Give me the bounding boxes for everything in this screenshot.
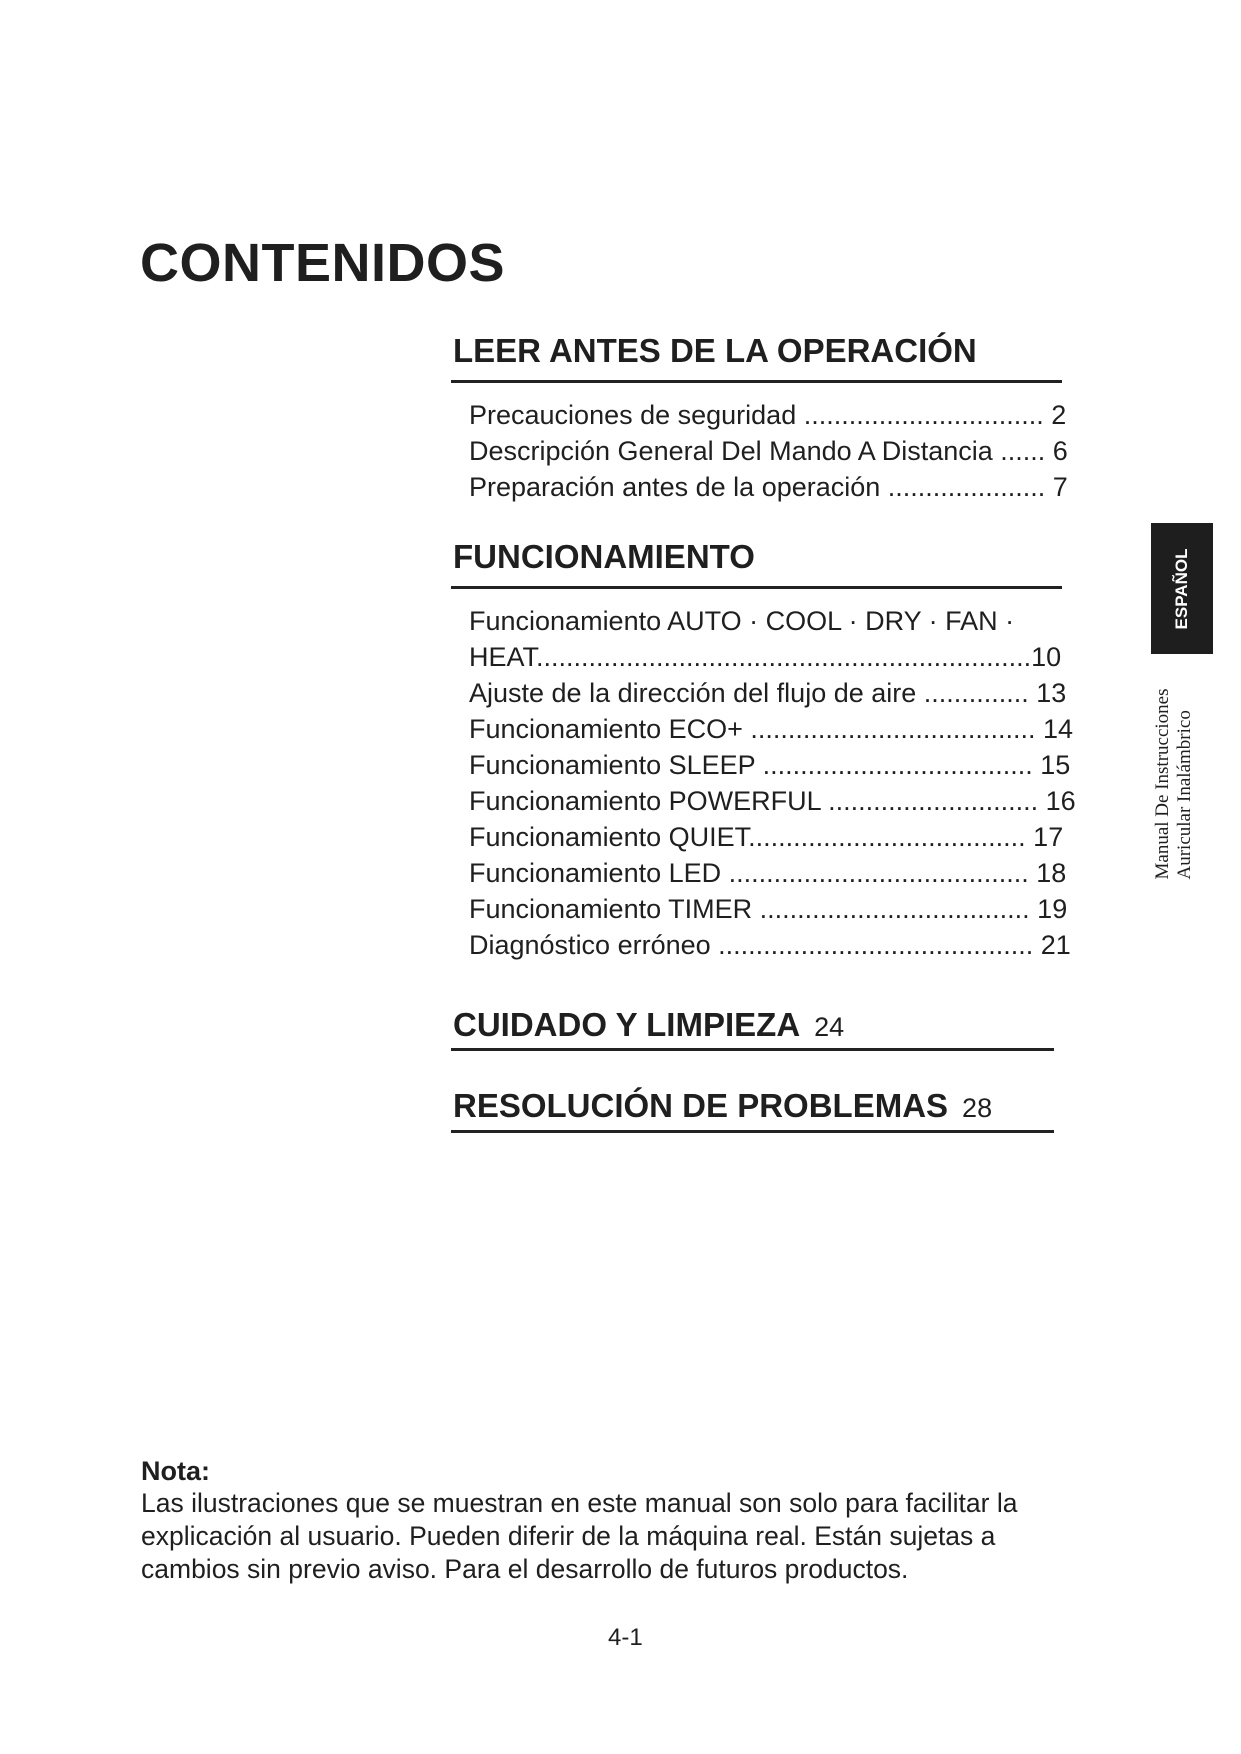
manual-title: Manual De Instrucciones xyxy=(1152,688,1173,880)
toc-entry[interactable]: Precauciones de seguridad ..............… xyxy=(469,400,1067,430)
section-rule xyxy=(451,380,1062,383)
section-page: 24 xyxy=(814,1012,845,1042)
language-label: ESPAÑOL xyxy=(1172,548,1191,629)
toc-entry[interactable]: Funcionamiento LED .....................… xyxy=(469,858,1067,888)
toc-entry[interactable]: Funcionamiento POWERFUL ................… xyxy=(469,786,1076,816)
product-name: Auricular Inalámbrico xyxy=(1174,710,1195,880)
toc-entry[interactable]: Preparación antes de la operación ......… xyxy=(469,472,1068,502)
toc-entry[interactable]: Funcionamiento TIMER ...................… xyxy=(469,894,1068,924)
toc-entry[interactable]: Funcionamiento AUTO · COOL · DRY · FAN · xyxy=(469,606,1015,636)
page-title: CONTENIDOS xyxy=(140,233,506,293)
toc-entry[interactable]: Diagnóstico erróneo ....................… xyxy=(469,930,1071,960)
note-heading: Nota: xyxy=(141,1456,210,1486)
section-rule xyxy=(451,1130,1054,1133)
section-heading-leer: LEER ANTES DE LA OPERACIÓN xyxy=(453,332,977,369)
toc-entry[interactable]: Funcionamiento SLEEP ...................… xyxy=(469,750,1071,780)
toc-entry[interactable]: Funcionamiento ECO+ ....................… xyxy=(469,714,1073,744)
toc-entry[interactable]: Descripción General Del Mando A Distanci… xyxy=(469,436,1068,466)
section-heading-funcionamiento: FUNCIONAMIENTO xyxy=(453,538,755,575)
section-title: RESOLUCIÓN DE PROBLEMAS xyxy=(453,1087,949,1124)
section-page: 28 xyxy=(962,1093,993,1123)
section-rule xyxy=(451,586,1062,589)
toc-entry[interactable]: Ajuste de la dirección del flujo de aire… xyxy=(469,678,1067,708)
language-tab: ESPAÑOL xyxy=(1151,523,1213,654)
note-line: cambios sin previo aviso. Para el desarr… xyxy=(141,1554,909,1584)
page-number: 4-1 xyxy=(608,1624,643,1651)
section-heading-resolucion[interactable]: RESOLUCIÓN DE PROBLEMAS 28 xyxy=(453,1087,992,1125)
note-line: explicación al usuario. Pueden diferir d… xyxy=(141,1521,996,1551)
note-line: Las ilustraciones que se muestran en est… xyxy=(141,1488,1018,1518)
side-caption: Manual De Instrucciones Auricular Inalámb… xyxy=(1150,688,1198,880)
section-heading-cuidado[interactable]: CUIDADO Y LIMPIEZA 24 xyxy=(453,1006,844,1044)
toc-entry[interactable]: HEAT....................................… xyxy=(469,642,1062,672)
section-title: CUIDADO Y LIMPIEZA xyxy=(453,1006,801,1043)
toc-entry[interactable]: Funcionamiento QUIET....................… xyxy=(469,822,1064,852)
section-rule xyxy=(451,1048,1054,1051)
